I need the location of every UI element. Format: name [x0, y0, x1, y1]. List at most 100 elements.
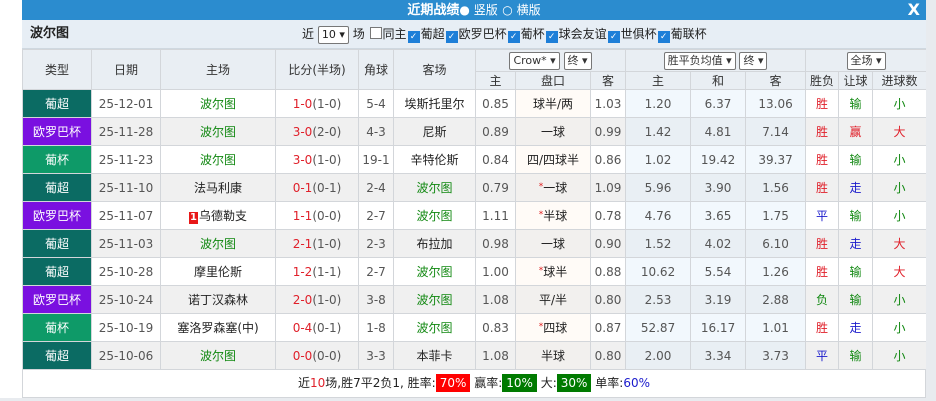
euro-away: 39.37 [745, 145, 807, 174]
filter-suffix: 场 [352, 27, 365, 41]
handicap-stage-select[interactable]: 终 ▾ [563, 51, 592, 70]
match-type[interactable]: 葡超 [22, 89, 92, 118]
handicap-home: 0.85 [475, 89, 516, 118]
score[interactable]: 2-0(1-0) [275, 285, 359, 314]
corner: 5-4 [358, 89, 394, 118]
match-type[interactable]: 葡超 [22, 257, 92, 286]
scope-select[interactable]: 全场 ▾ [846, 51, 886, 70]
away-team[interactable]: 尼斯 [393, 117, 476, 146]
euro-away: 13.06 [745, 89, 807, 118]
league-checkbox[interactable]: ✓ [407, 31, 420, 43]
match-type[interactable]: 葡超 [22, 341, 92, 370]
over-rate: 30% [556, 374, 592, 392]
result-wdl: 平 [805, 201, 840, 230]
home-team[interactable]: 波尔图 [160, 145, 276, 174]
handicap-line: 四/四球半 [515, 145, 591, 174]
table-row[interactable]: 葡超 25-10-28 摩里伦斯 1-2(1-1) 2-7 波尔图 1.00 *… [22, 257, 928, 286]
home-team[interactable]: 摩里伦斯 [160, 257, 276, 286]
score[interactable]: 2-1(1-0) [275, 229, 359, 258]
away-team[interactable]: 波尔图 [393, 201, 476, 230]
league-checkbox[interactable]: ✓ [507, 31, 520, 43]
table-row[interactable]: 葡超 25-11-10 法马利康 0-1(0-1) 2-4 波尔图 0.79 *… [22, 173, 928, 202]
euro-draw: 4.81 [690, 117, 747, 146]
result-goals: 小 [872, 285, 928, 314]
home-team[interactable]: 法马利康 [160, 173, 276, 202]
euro-odds-select[interactable]: 胜平负均值 ▾ [663, 51, 736, 70]
result-goals: 小 [872, 89, 928, 118]
table-row[interactable]: 葡杯 25-10-19 塞洛罗森塞(中) 0-4(0-1) 1-8 波尔图 0.… [22, 313, 928, 342]
euro-draw: 6.37 [690, 89, 747, 118]
match-type[interactable]: 葡超 [22, 229, 92, 258]
odd-rate-label: 单率: [595, 376, 624, 390]
away-team[interactable]: 埃斯托里尔 [393, 89, 476, 118]
away-team[interactable]: 本菲卡 [393, 341, 476, 370]
view-vertical-radio[interactable]: ● 竖版 [459, 3, 498, 17]
league-checkbox[interactable]: ✓ [545, 31, 558, 43]
score[interactable]: 3-0(2-0) [275, 117, 359, 146]
handicap-line: *四球 [515, 313, 591, 342]
away-team[interactable]: 波尔图 [393, 257, 476, 286]
euro-stage-select[interactable]: 终 ▾ [739, 51, 768, 70]
score[interactable]: 3-0(1-0) [275, 145, 359, 174]
subcol-header: 客 [589, 71, 627, 90]
euro-home: 1.20 [625, 89, 692, 118]
close-button[interactable]: X [907, 0, 920, 19]
match-type[interactable]: 欧罗巴杯 [22, 201, 92, 230]
home-team[interactable]: 波尔图 [160, 341, 276, 370]
subcol-header: 盘口 [515, 71, 591, 90]
filter-bar: 波尔图 近 10 ▾ 场 同主 ✓ 葡超 ✓ 欧罗巴杯 ✓ 葡杯 ✓ 球会友谊 ✓ 世俱杯 ✓ 葡联杯 [22, 20, 926, 49]
home-team[interactable]: 1 乌德勒支 [160, 201, 276, 230]
table-row[interactable]: 欧罗巴杯 25-11-07 1 乌德勒支 1-1(0-0) 2-7 波尔图 1.1… [22, 201, 928, 230]
same-home-checkbox[interactable] [369, 27, 382, 39]
handicap-home: 0.83 [475, 313, 516, 342]
match-date: 25-11-07 [91, 201, 161, 230]
match-type[interactable]: 葡杯 [22, 313, 92, 342]
home-team[interactable]: 塞洛罗森塞(中) [160, 313, 276, 342]
score[interactable]: 0-1(0-1) [275, 173, 359, 202]
handicap-company-select[interactable]: Crow* ▾ [509, 51, 560, 70]
score[interactable]: 0-4(0-1) [275, 313, 359, 342]
table-row[interactable]: 葡超 25-11-03 波尔图 2-1(1-0) 2-3 布拉加 0.98 一球… [22, 229, 928, 258]
league-checkbox[interactable]: ✓ [445, 31, 458, 43]
table-row[interactable]: 葡超 25-10-06 波尔图 0-0(0-0) 3-3 本菲卡 1.08 半球… [22, 341, 928, 370]
view-horizontal-radio[interactable]: ○ 横版 [502, 3, 541, 17]
corner: 19-1 [358, 145, 394, 174]
scrollbar[interactable] [926, 0, 936, 401]
match-count-select[interactable]: 10 ▾ [317, 25, 349, 44]
away-team[interactable]: 波尔图 [393, 285, 476, 314]
handicap-away: 0.80 [589, 285, 627, 314]
away-team[interactable]: 布拉加 [393, 229, 476, 258]
match-type[interactable]: 欧罗巴杯 [22, 285, 92, 314]
result-goals: 小 [872, 313, 928, 342]
table-row[interactable]: 葡杯 25-11-23 波尔图 3-0(1-0) 19-1 辛特伦斯 0.84 … [22, 145, 928, 174]
result-handicap: 走 [838, 229, 874, 258]
handicap-away: 0.87 [589, 313, 627, 342]
table-row[interactable]: 葡超 25-12-01 波尔图 1-0(1-0) 5-4 埃斯托里尔 0.85 … [22, 89, 928, 118]
home-team[interactable]: 波尔图 [160, 89, 276, 118]
subcol-header: 主 [475, 71, 516, 90]
col-corner: 角球 [358, 49, 394, 90]
league-checkbox[interactable]: ✓ [607, 31, 620, 43]
euro-header: 胜平负均值 ▾ 终 ▾ [625, 49, 807, 72]
match-date: 25-10-28 [91, 257, 161, 286]
home-team[interactable]: 波尔图 [160, 229, 276, 258]
euro-home: 10.62 [625, 257, 692, 286]
match-type[interactable]: 葡杯 [22, 145, 92, 174]
score[interactable]: 1-1(0-0) [275, 201, 359, 230]
away-team[interactable]: 波尔图 [393, 313, 476, 342]
match-type[interactable]: 葡超 [22, 173, 92, 202]
league-checkbox[interactable]: ✓ [657, 31, 670, 43]
table-row[interactable]: 欧罗巴杯 25-10-24 诺丁汉森林 2-0(1-0) 3-8 波尔图 1.0… [22, 285, 928, 314]
score[interactable]: 0-0(0-0) [275, 341, 359, 370]
corner: 2-3 [358, 229, 394, 258]
home-team[interactable]: 诺丁汉森林 [160, 285, 276, 314]
table-row[interactable]: 欧罗巴杯 25-11-28 波尔图 3-0(2-0) 4-3 尼斯 0.89 一… [22, 117, 928, 146]
match-type[interactable]: 欧罗巴杯 [22, 117, 92, 146]
euro-draw: 16.17 [690, 313, 747, 342]
away-team[interactable]: 辛特伦斯 [393, 145, 476, 174]
home-team[interactable]: 波尔图 [160, 117, 276, 146]
score[interactable]: 1-2(1-1) [275, 257, 359, 286]
handicap-line: *一球 [515, 173, 591, 202]
away-team[interactable]: 波尔图 [393, 173, 476, 202]
score[interactable]: 1-0(1-0) [275, 89, 359, 118]
